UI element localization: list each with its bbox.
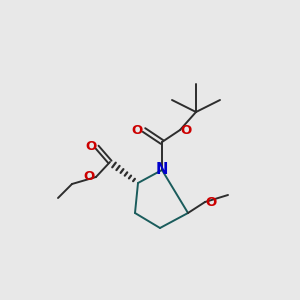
Text: O: O — [180, 124, 192, 136]
Text: O: O — [85, 140, 97, 152]
Text: N: N — [156, 163, 168, 178]
Text: O: O — [83, 170, 94, 184]
Text: O: O — [206, 196, 217, 208]
Text: O: O — [131, 124, 142, 136]
